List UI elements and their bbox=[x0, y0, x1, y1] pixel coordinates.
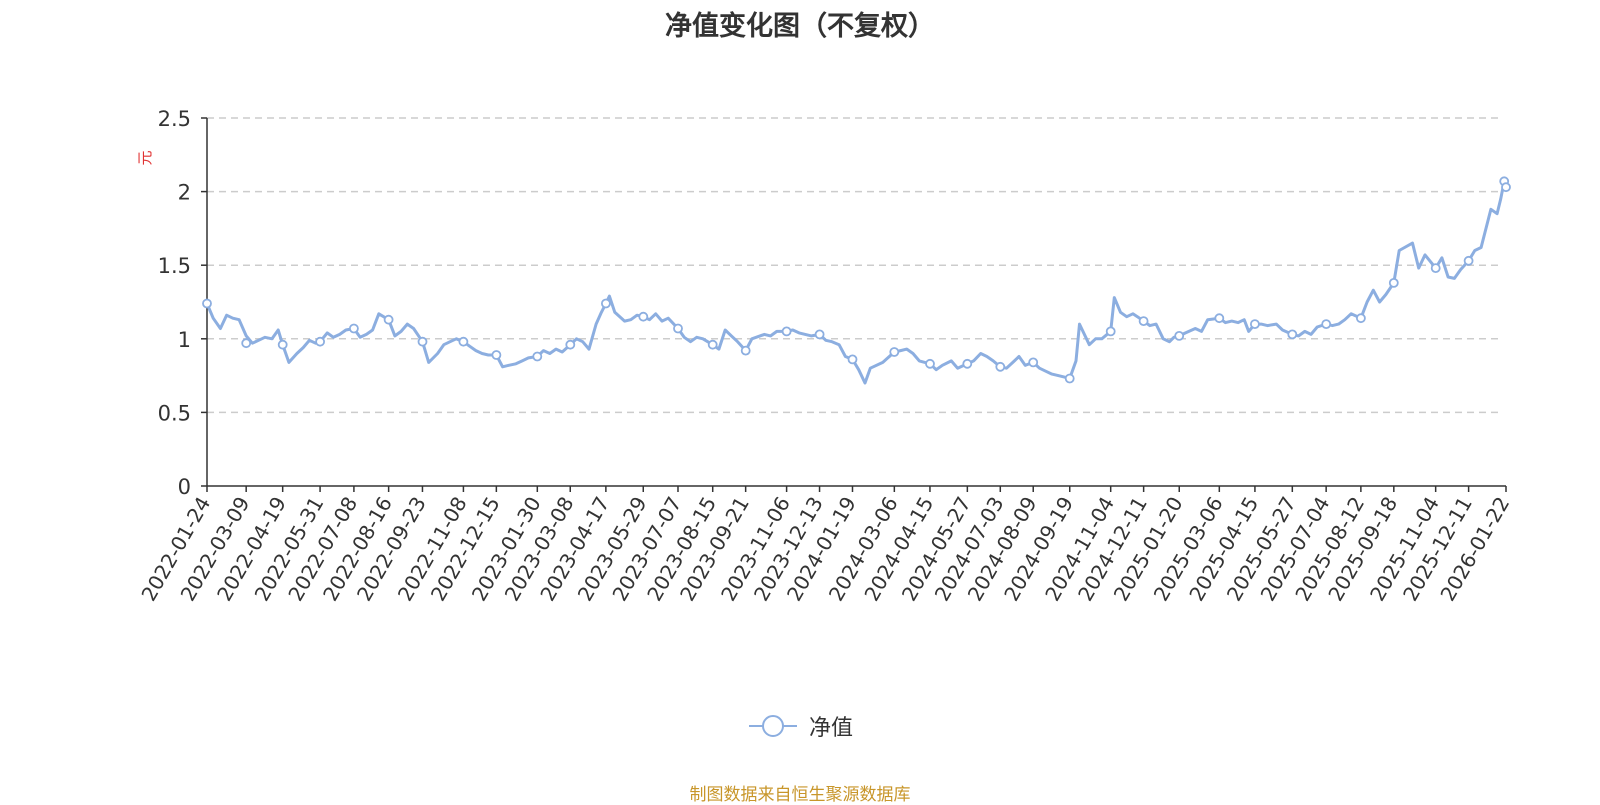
data-point-marker[interactable] bbox=[202, 298, 212, 309]
data-point-marker[interactable] bbox=[889, 347, 900, 357]
data-point-marker[interactable] bbox=[1105, 326, 1116, 337]
data-point-marker[interactable] bbox=[277, 339, 288, 350]
data-point-marker[interactable] bbox=[847, 354, 858, 365]
data-point-marker[interactable] bbox=[1214, 313, 1225, 324]
data-point-marker[interactable] bbox=[565, 339, 576, 350]
data-point-marker[interactable] bbox=[707, 339, 718, 350]
series-layer bbox=[202, 176, 1511, 385]
data-point-marker[interactable] bbox=[491, 350, 502, 360]
grid-lines bbox=[207, 117, 1500, 414]
data-point-marker[interactable] bbox=[383, 314, 394, 325]
data-point-marker[interactable] bbox=[1250, 319, 1260, 330]
series-line-nav bbox=[205, 179, 1508, 385]
data-point-marker[interactable] bbox=[1287, 329, 1298, 340]
chart-title: 净值变化图（不复权） bbox=[665, 11, 935, 42]
x-tick-labels: 2022-01-242022-03-092022-04-192022-05-31… bbox=[136, 492, 1514, 605]
data-point-marker[interactable] bbox=[532, 351, 543, 362]
data-point-marker[interactable] bbox=[601, 298, 611, 309]
data-point-marker[interactable] bbox=[348, 323, 359, 334]
y-axis-label: 元 bbox=[136, 150, 154, 165]
data-point-marker[interactable] bbox=[1463, 255, 1474, 266]
data-point-marker[interactable] bbox=[962, 358, 973, 369]
data-point-marker[interactable] bbox=[740, 345, 751, 356]
legend-label: 净值 bbox=[808, 716, 853, 741]
y-tick-label: 0 bbox=[178, 475, 191, 499]
data-point-marker[interactable] bbox=[1356, 313, 1366, 324]
data-point-marker[interactable] bbox=[1138, 316, 1149, 327]
data-point-marker[interactable] bbox=[315, 336, 326, 347]
y-tick-labels: 0 0.5 1 1.5 2 2.5 bbox=[158, 107, 191, 499]
data-point-marker[interactable] bbox=[241, 338, 252, 349]
y-tick-label: 2.5 bbox=[158, 107, 191, 131]
data-point-marker[interactable] bbox=[458, 336, 469, 347]
data-point-marker[interactable] bbox=[417, 336, 428, 347]
data-point-marker[interactable] bbox=[638, 311, 649, 322]
legend-line-marker-icon bbox=[748, 715, 797, 737]
y-tick-label: 2 bbox=[178, 181, 191, 205]
data-point-marker[interactable] bbox=[1388, 277, 1399, 288]
data-point-marker[interactable] bbox=[814, 329, 825, 340]
data-point-marker[interactable] bbox=[781, 326, 792, 337]
data-point-marker[interactable] bbox=[673, 323, 683, 334]
data-point-marker[interactable] bbox=[995, 361, 1006, 372]
data-point-marker[interactable] bbox=[1064, 373, 1075, 384]
y-tick-label: 1 bbox=[178, 328, 191, 352]
data-point-marker[interactable] bbox=[1501, 182, 1511, 193]
data-point-marker[interactable] bbox=[1321, 319, 1332, 330]
data-point-marker[interactable] bbox=[1174, 330, 1185, 341]
y-tick-label: 0.5 bbox=[158, 401, 191, 425]
data-point-marker[interactable] bbox=[1430, 263, 1441, 274]
data-point-marker[interactable] bbox=[1028, 357, 1039, 368]
legend[interactable]: 净值 bbox=[0, 710, 1600, 742]
data-point-marker[interactable] bbox=[925, 358, 935, 369]
y-tick-label: 1.5 bbox=[158, 254, 191, 278]
data-source-note: 制图数据来自恒生聚源数据库 bbox=[689, 785, 911, 805]
axes bbox=[201, 117, 1507, 492]
